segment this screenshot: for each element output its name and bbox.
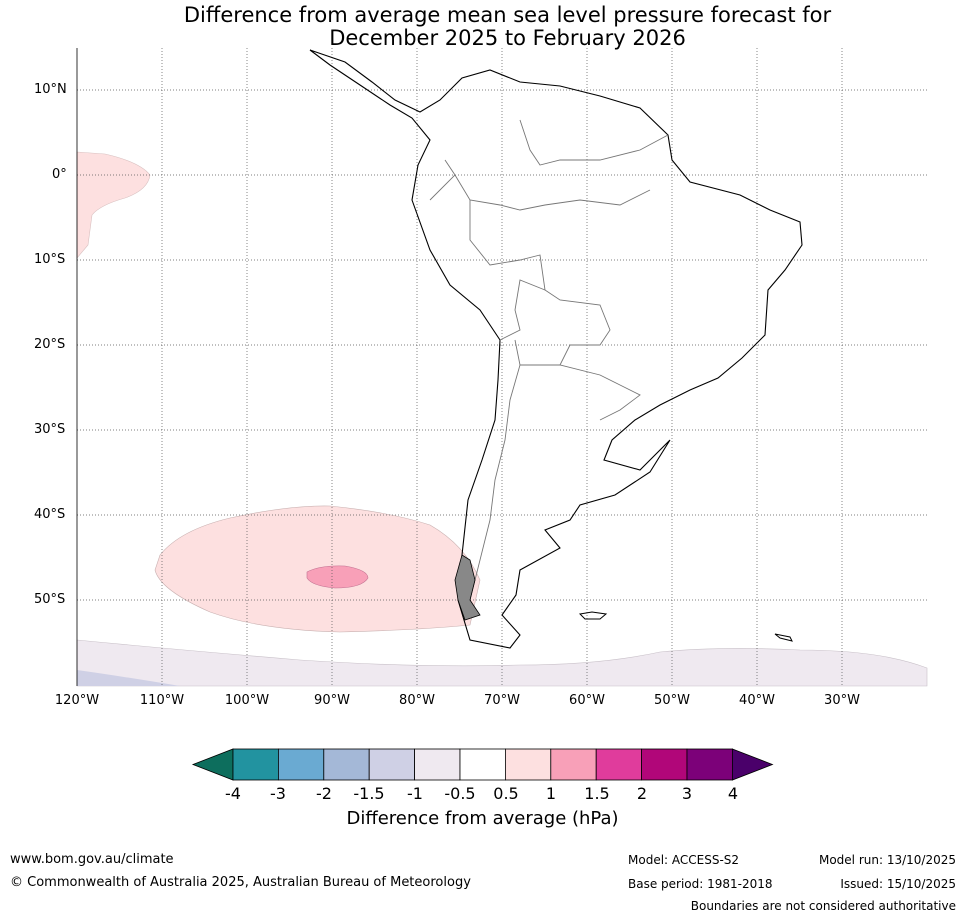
lon-label: 70°W — [484, 693, 520, 708]
colorbar-title: Difference from average (hPa) — [346, 808, 619, 829]
graticule — [77, 48, 927, 686]
colorbar-swatch — [414, 748, 461, 781]
colorbar-tick: 4 — [727, 784, 739, 803]
lat-label: 0° — [52, 167, 67, 182]
lon-label: 100°W — [224, 693, 270, 708]
colorbar-tick: -0.5 — [444, 784, 476, 803]
lat-label: 40°S — [34, 507, 66, 522]
lon-label: 110°W — [139, 693, 185, 708]
colorbar-tick: 1 — [545, 784, 557, 803]
colorbar-tick: 1.5 — [584, 784, 610, 803]
footer-copyright: © Commonwealth of Australia 2025, Austra… — [10, 875, 471, 890]
colorbar-swatch — [504, 748, 552, 781]
colorbar-swatch — [641, 748, 688, 781]
colorbar-swatch — [323, 748, 370, 781]
colorbar-tick: 2 — [636, 784, 648, 803]
colorbar-swatch — [277, 748, 325, 781]
south-america-coastline — [309, 49, 803, 649]
colorbar-tick: 3 — [681, 784, 693, 803]
lat-label: 50°S — [34, 592, 66, 607]
colorbar-swatch — [686, 748, 733, 781]
anomaly-region-negative-corner — [77, 670, 180, 686]
colorbar-extend-min — [191, 748, 234, 781]
footer-model-run: Model run: 13/10/2025 — [818, 853, 956, 867]
anomaly-region-pink-equatorial — [76, 151, 151, 259]
lon-label: 120°W — [54, 693, 100, 708]
footer-model: Model: ACCESS-S2 — [628, 853, 740, 867]
lat-label: 10°N — [34, 82, 67, 97]
lon-label: 30°W — [824, 693, 860, 708]
anomaly-region-magenta-core — [306, 565, 369, 589]
colorbar-extend-max — [732, 748, 774, 781]
lat-label: 30°S — [34, 422, 66, 437]
lon-label: 80°W — [399, 693, 435, 708]
anomaly-region-negative-band — [76, 639, 928, 687]
south-georgia — [774, 633, 793, 642]
colorbar-tick: -1.5 — [353, 784, 385, 803]
colorbar — [191, 748, 774, 781]
colorbar-swatch — [550, 748, 597, 781]
footer-url: www.bom.gov.au/climate — [10, 852, 174, 867]
title-line-2: December 2025 to February 2026 — [329, 26, 686, 50]
colorbar-tick: -1 — [407, 784, 423, 803]
colorbar-tick: -3 — [270, 784, 286, 803]
lat-label: 10°S — [34, 252, 66, 267]
lon-label: 60°W — [569, 693, 605, 708]
lon-label: 50°W — [654, 693, 690, 708]
colorbar-tick: 0.5 — [493, 784, 519, 803]
country-boundaries — [429, 119, 669, 601]
colorbar-swatch — [232, 748, 279, 781]
lat-label: 20°S — [34, 337, 66, 352]
lon-label: 40°W — [739, 693, 775, 708]
chilean-archipelago — [454, 554, 481, 621]
colorbar-tick: -4 — [225, 784, 241, 803]
colorbar-swatch — [595, 748, 643, 781]
lon-label: 90°W — [314, 693, 350, 708]
footer-base-period: Base period: 1981-2018 — [628, 877, 773, 891]
falkland-islands — [578, 611, 608, 620]
footer-disclaimer: Boundaries are not considered authoritat… — [690, 899, 956, 913]
colorbar-tick: -2 — [316, 784, 332, 803]
colorbar-swatch — [459, 748, 506, 781]
colorbar-swatch — [368, 748, 416, 781]
footer-issued: Issued: 15/10/2025 — [840, 877, 956, 891]
map-title: Difference from average mean sea level p… — [0, 4, 965, 50]
title-line-1: Difference from average mean sea level p… — [183, 3, 832, 27]
